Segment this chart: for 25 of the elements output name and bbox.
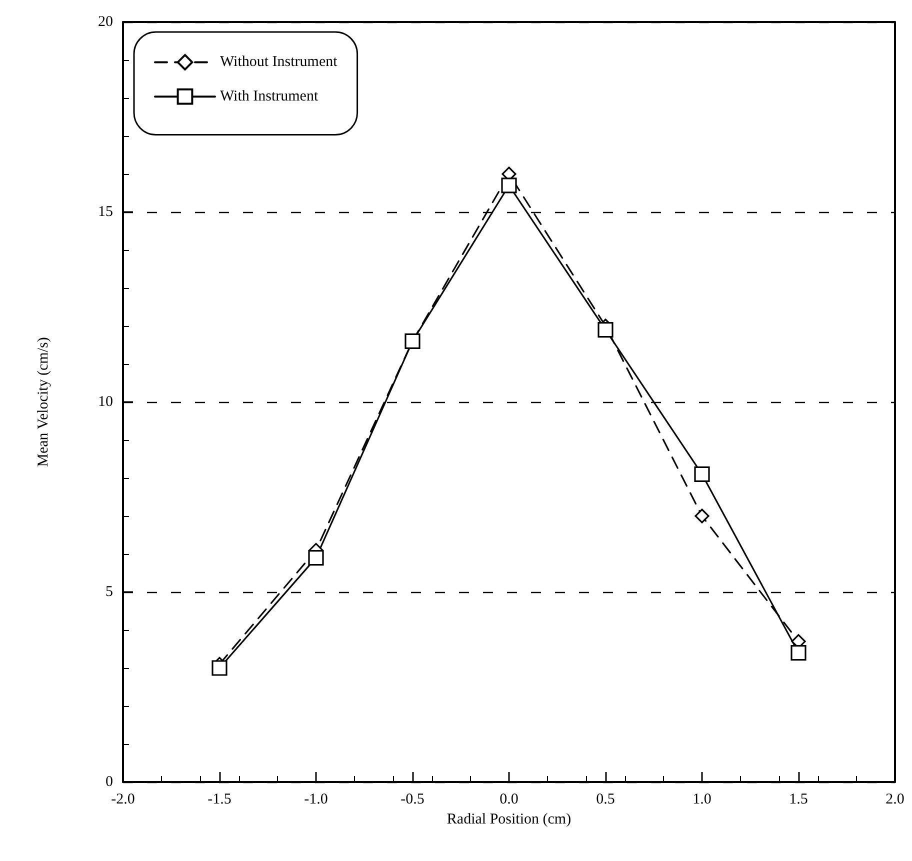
x-tick-label: 0.5 <box>596 792 615 808</box>
point <box>694 508 710 524</box>
point <box>598 322 614 338</box>
x-tick-label: 0.0 <box>500 792 518 808</box>
x-tick-label: 2.0 <box>886 792 904 808</box>
point <box>308 550 324 566</box>
point <box>790 645 806 661</box>
point <box>212 660 228 676</box>
y-tick-label: 10 <box>98 394 113 410</box>
y-axis-title: Mean Velocity (cm/s) <box>36 337 52 467</box>
legend-label: With Instrument <box>220 88 319 105</box>
point <box>501 178 517 194</box>
x-axis-title: Radial Position (cm) <box>446 811 572 828</box>
x-tick-label: -1.0 <box>304 792 328 808</box>
x-tick-label: 1.5 <box>789 792 808 808</box>
x-tick-label: -0.5 <box>400 792 424 808</box>
y-tick-label: 20 <box>98 14 113 30</box>
y-tick-label: 5 <box>106 584 113 600</box>
y-tick-label: 15 <box>98 204 113 220</box>
point <box>694 466 710 482</box>
legend-label: Without Instrument <box>220 54 338 70</box>
x-tick-label: -1.5 <box>208 792 232 808</box>
y-tick-label: 0 <box>106 774 113 790</box>
x-tick-label: -2.0 <box>111 792 135 808</box>
x-tick-label: 1.0 <box>692 792 712 808</box>
